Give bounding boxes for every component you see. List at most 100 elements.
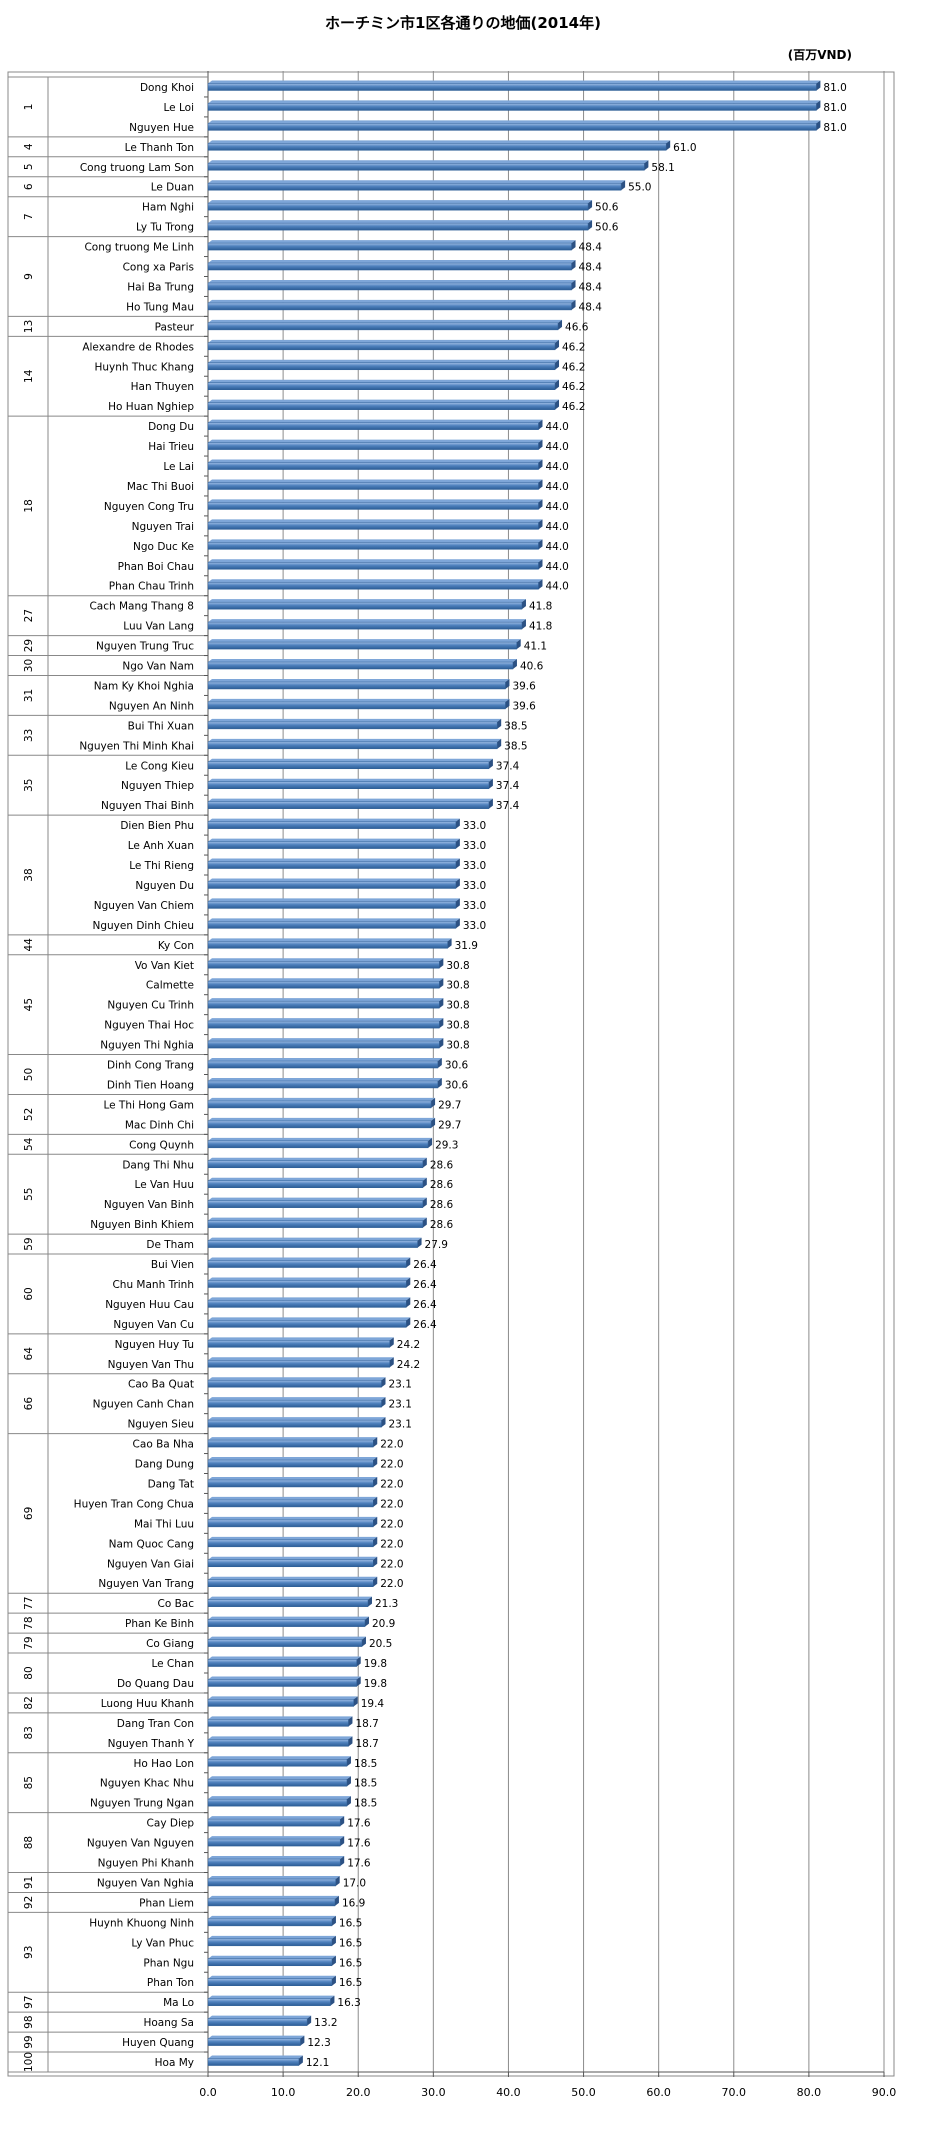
bar-top-face <box>208 1975 336 1979</box>
rank-label: 50 <box>23 1068 35 1081</box>
bar-top-face <box>208 240 576 244</box>
bar <box>207 801 490 809</box>
bar-side-face <box>381 1417 386 1428</box>
bar-side-face <box>816 100 821 111</box>
bar-side-face <box>816 80 821 91</box>
x-tick-label: 80.0 <box>797 2086 822 2099</box>
bar <box>207 1719 349 1727</box>
category-label: Ly Van Phuc <box>131 1937 194 1949</box>
data-label: 44.0 <box>545 481 568 493</box>
bar-side-face <box>521 619 526 630</box>
bar-side-face <box>346 1796 351 1807</box>
bar-top-face <box>208 1197 427 1201</box>
data-label: 12.3 <box>307 2037 330 2049</box>
data-label: 44.0 <box>545 501 568 513</box>
category-label: Dinh Tien Hoang <box>107 1079 194 1091</box>
data-label: 41.1 <box>524 641 547 653</box>
bar-side-face <box>389 1337 394 1348</box>
bar-top-face <box>208 1437 378 1441</box>
data-label: 19.4 <box>361 1698 385 1710</box>
bar-side-face <box>505 678 510 689</box>
bar <box>207 1958 333 1967</box>
data-label: 28.6 <box>430 1179 454 1191</box>
bar-top-face <box>208 1117 436 1121</box>
bar-side-face <box>422 1197 427 1208</box>
x-tick-label: 0.0 <box>199 2086 217 2099</box>
bar <box>207 342 556 351</box>
bar-top-face <box>208 1058 442 1062</box>
bar <box>207 1020 440 1029</box>
bar-side-face <box>331 1935 336 1946</box>
x-tick-label: 60.0 <box>646 2086 671 2099</box>
category-label: Ma Lo <box>163 1997 194 2009</box>
category-label: Nguyen An Ninh <box>109 700 194 712</box>
bar-side-face <box>816 120 821 131</box>
category-label: Le Chan <box>151 1658 194 1670</box>
bar-top-face <box>208 1237 422 1241</box>
category-label: Ly Tu Trong <box>136 222 194 234</box>
bar <box>207 542 539 550</box>
bar-side-face <box>447 938 452 949</box>
bar-side-face <box>571 240 576 251</box>
data-label: 33.0 <box>463 880 486 892</box>
bar-side-face <box>330 1995 335 2006</box>
bar-side-face <box>571 260 576 271</box>
bar-top-face <box>208 798 493 802</box>
bar-side-face <box>437 1077 442 1088</box>
data-label: 37.4 <box>496 800 520 812</box>
chart-frame <box>7 71 895 2077</box>
category-label: Nguyen Hue <box>129 122 194 134</box>
rank-label: 55 <box>23 1188 35 1201</box>
rank-label: 9 <box>23 273 35 280</box>
bar <box>207 701 506 710</box>
data-label: 48.4 <box>579 281 603 293</box>
category-label: Cong truong Me Linh <box>84 242 194 254</box>
bar-top-face <box>208 359 560 363</box>
bar-top-face <box>208 1836 345 1840</box>
category-label: Nguyen Du <box>135 880 194 892</box>
rank-label: 80 <box>23 1666 35 1679</box>
bar <box>207 1419 382 1428</box>
bar <box>207 1878 336 1887</box>
category-label: Nguyen Thiep <box>121 780 194 792</box>
category-label: Ky Con <box>158 940 194 952</box>
bar <box>207 641 517 650</box>
category-label: Le Cong Kieu <box>125 760 194 772</box>
bar-side-face <box>431 1097 436 1108</box>
bar <box>207 382 556 390</box>
bar <box>207 1838 341 1847</box>
bar-side-face <box>644 160 649 171</box>
bar-side-face <box>348 1736 353 1747</box>
bar <box>207 182 622 191</box>
category-label: Nguyen Van Nghia <box>97 1877 194 1889</box>
bar-top-face <box>208 1457 378 1461</box>
category-label: Le Thi Rieng <box>129 860 194 872</box>
bar-top-face <box>208 1157 427 1161</box>
rank-label: 35 <box>23 779 35 792</box>
bar <box>207 1180 424 1188</box>
category-label: Phan Liem <box>139 1897 194 1909</box>
bar-side-face <box>439 1018 444 1029</box>
bar <box>207 1040 440 1049</box>
bar-top-face <box>208 599 526 603</box>
category-label: Ngo Duc Ke <box>133 541 194 553</box>
bar <box>207 841 457 849</box>
bar <box>207 1499 374 1508</box>
bar-top-face <box>208 1357 394 1361</box>
bar <box>207 1399 382 1408</box>
bar <box>207 1858 341 1867</box>
bar-top-face <box>208 678 510 682</box>
data-label: 46.2 <box>562 361 585 373</box>
bar-side-face <box>353 1696 358 1707</box>
bar-top-face <box>208 1476 378 1480</box>
bar-top-face <box>208 838 460 842</box>
bar-side-face <box>422 1217 427 1228</box>
rank-label: 98 <box>23 2015 35 2028</box>
bar-top-face <box>208 1536 378 1540</box>
bar-side-face <box>346 1756 351 1767</box>
data-label: 44.0 <box>545 461 568 473</box>
bar-top-face <box>208 938 452 942</box>
category-label: Cao Ba Quat <box>128 1379 194 1391</box>
rank-label: 13 <box>23 320 35 333</box>
